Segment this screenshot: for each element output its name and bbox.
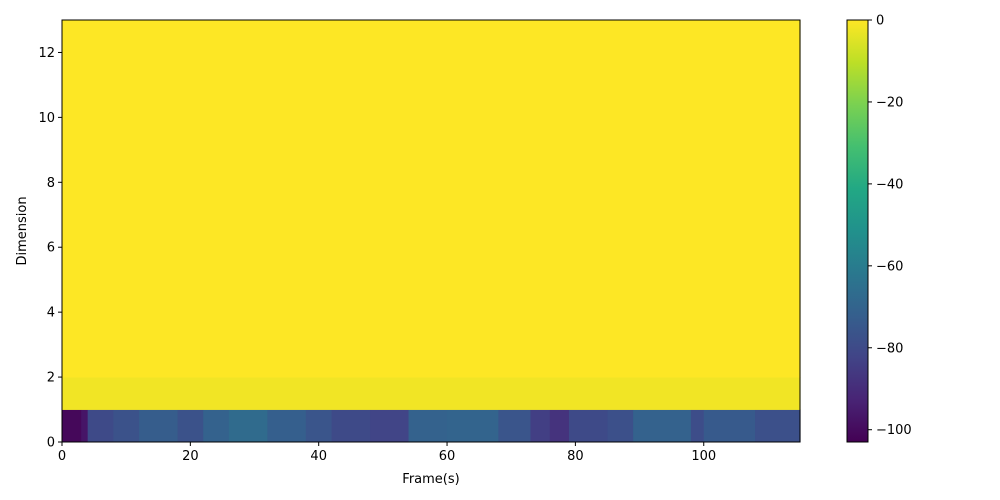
- y-tick-label: 8: [47, 176, 55, 191]
- heatmap-cell: [607, 409, 634, 443]
- heatmap-cell: [87, 409, 114, 443]
- heatmap-cell: [568, 409, 609, 443]
- heatmap-cell: [370, 409, 410, 443]
- x-tick-label: 80: [567, 449, 584, 464]
- x-tick-label: 20: [182, 449, 199, 464]
- heatmap-cell: [81, 409, 89, 443]
- colorbar-ticks: 0 −20 −40 −60 −80 −100: [868, 14, 912, 438]
- heatmap-cell: [331, 409, 371, 443]
- heatmap-cell: [139, 409, 179, 443]
- x-axis-label: Frame(s): [402, 472, 459, 487]
- x-axis: 0 20 40 60 80 100: [58, 442, 716, 464]
- heatmap-cell: [267, 409, 307, 443]
- heatmap-cell: [447, 409, 499, 443]
- y-tick-label: 6: [47, 241, 55, 256]
- y-axis-label: Dimension: [15, 196, 30, 265]
- x-tick-label: 60: [439, 449, 456, 464]
- colorbar-tick-label: −40: [876, 177, 903, 192]
- heatmap-cell: [113, 409, 140, 443]
- heatmap-cell: [228, 409, 268, 443]
- heatmap-cell: [498, 409, 532, 443]
- heatmap-cell: [177, 409, 204, 443]
- y-tick-label: 10: [38, 111, 55, 126]
- heatmap-cell: [549, 409, 570, 443]
- heatmap-cells: [62, 20, 801, 443]
- colorbar-tick-label: −100: [876, 423, 912, 438]
- colorbar-tick-label: −80: [876, 341, 903, 356]
- heatmap-cell: [203, 409, 230, 443]
- y-tick-label: 0: [47, 436, 55, 451]
- colorbar: [846, 19, 869, 443]
- heatmap-cell: [62, 409, 82, 443]
- heatmap-cell: [755, 409, 801, 443]
- y-tick-label: 2: [47, 371, 55, 386]
- heatmap-cell: [62, 377, 801, 410]
- x-tick-label: 100: [691, 449, 716, 464]
- colorbar-tick-label: 0: [876, 14, 884, 29]
- heatmap-cell: [690, 409, 705, 443]
- heatmap-cell: [62, 20, 801, 378]
- colorbar-tick-label: −20: [876, 95, 903, 110]
- y-tick-label: 4: [47, 306, 55, 321]
- heatmap-cell: [703, 409, 756, 443]
- colorbar-tick-label: −60: [876, 259, 903, 274]
- heatmap-cell: [408, 409, 448, 443]
- heatmap-cell: [530, 409, 551, 443]
- x-tick-label: 0: [58, 449, 66, 464]
- plot-frame: [61, 19, 801, 443]
- heatmap-cell: [305, 409, 333, 443]
- y-tick-label: 12: [38, 46, 55, 61]
- y-axis: 0 2 4 6 8 10 12: [38, 46, 62, 451]
- x-tick-label: 40: [310, 449, 327, 464]
- heatmap-cell: [633, 409, 692, 443]
